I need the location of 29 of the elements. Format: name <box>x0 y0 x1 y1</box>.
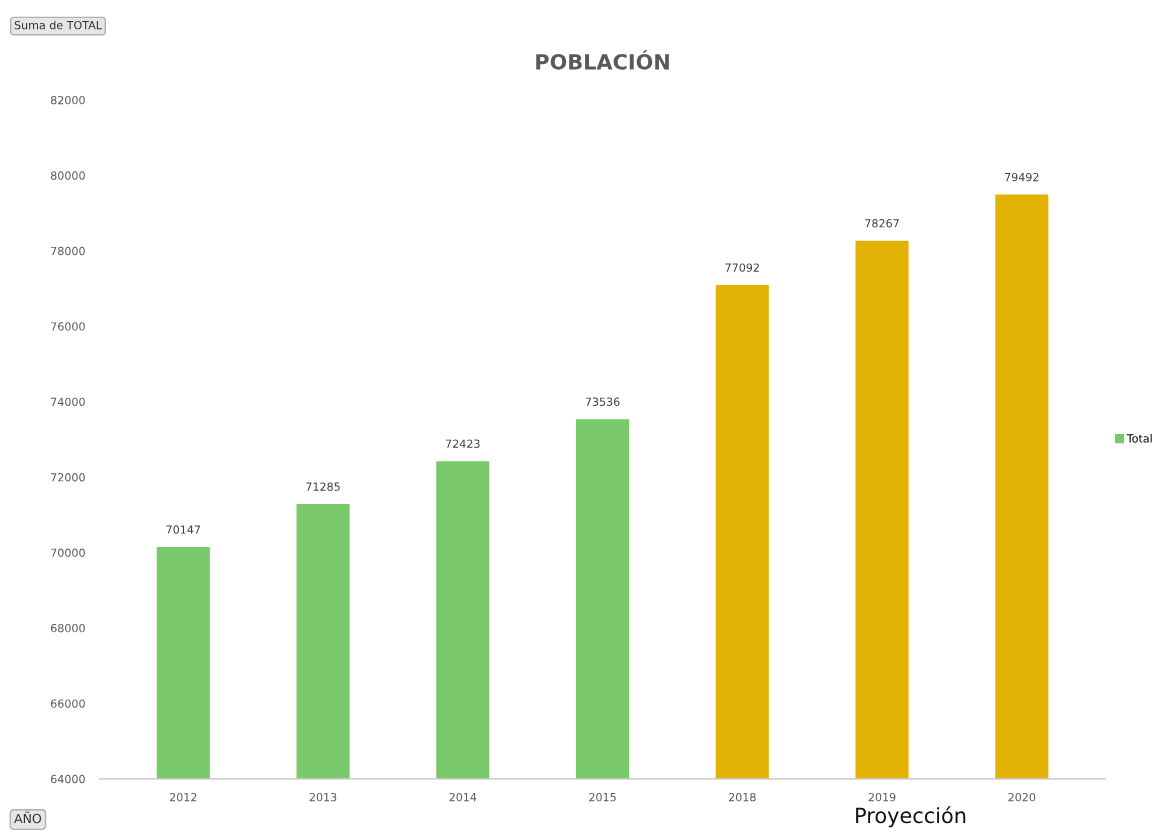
data-label: 72423 <box>446 439 480 448</box>
y-tick-label: 74000 <box>51 397 85 407</box>
y-tick-label: 64000 <box>50 774 85 784</box>
y-tick-label: 72000 <box>51 473 85 482</box>
chart-title: POBLACIÓN <box>536 50 669 70</box>
x-tick-label: 2018 <box>728 792 756 802</box>
y-tick-label: 80000 <box>50 171 85 180</box>
y-tick-label: 78000 <box>51 246 85 256</box>
text: Suma de TOTAL <box>14 20 102 30</box>
y-tick-label: 68000 <box>50 623 85 633</box>
text: Proyección <box>856 806 966 828</box>
data-label: 71285 <box>306 482 340 491</box>
y-tick-label: 82000 <box>50 95 85 105</box>
legend-label: Total <box>1126 434 1152 443</box>
x-tick-label: 2013 <box>309 792 337 802</box>
x-tick-label: 2019 <box>868 792 896 802</box>
y-tick-label: 70000 <box>51 548 85 557</box>
y-tick-label: 66000 <box>50 699 85 708</box>
data-label: 78267 <box>865 219 899 228</box>
x-tick-label: 2020 <box>1008 792 1036 802</box>
data-label: 70147 <box>166 525 201 534</box>
x-tick-label: 2014 <box>449 792 477 802</box>
y-tick-label: 76000 <box>51 322 85 331</box>
data-label: 73536 <box>585 397 620 406</box>
x-tick-label: 2015 <box>589 792 616 802</box>
data-label: 79492 <box>1005 172 1039 182</box>
data-label: 77092 <box>725 263 759 272</box>
x-tick-label: 2012 <box>169 792 197 802</box>
text: AÑO <box>14 811 42 824</box>
